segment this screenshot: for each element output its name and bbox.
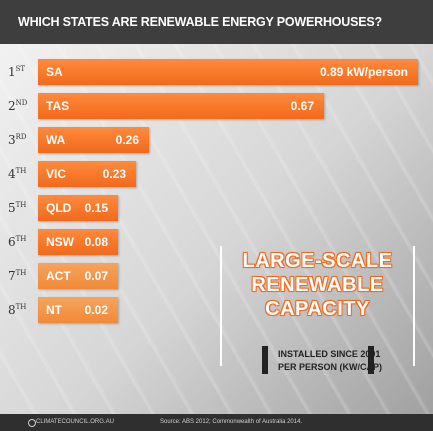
- bar-nsw: NSW 0.08: [38, 229, 118, 255]
- rank-label: 2ND: [8, 99, 28, 113]
- bar-act: ACT 0.07: [38, 263, 118, 289]
- rank-label: 5TH: [8, 201, 27, 215]
- bar-value-label: 0.15: [84, 201, 108, 215]
- callout-left-rule: [220, 246, 222, 366]
- footer-site: CLIMATECOUNCIL.ORG.AU: [36, 419, 114, 425]
- rank-label: 4TH: [8, 167, 27, 181]
- bar-tas: TAS 0.67: [38, 93, 324, 119]
- bar-value-label: 0.67: [290, 99, 314, 113]
- chart-title: WHICH STATES ARE RENEWABLE ENERGY POWERH…: [18, 15, 382, 29]
- bar-sa: SA 0.89 kW/person: [38, 59, 418, 85]
- callout-sub-2: PER PERSON (KW/CAP): [278, 362, 383, 372]
- bar-state-label: TAS: [46, 99, 70, 113]
- rank-label: 6TH: [8, 235, 27, 249]
- callout: LARGE-SCALE RENEWABLE CAPACITY INSTALLED…: [220, 246, 415, 396]
- callout-right-rule: [413, 246, 415, 366]
- bar-wa: WA 0.26: [38, 127, 149, 153]
- bar-value-label: 0.23: [102, 167, 126, 181]
- callout-bracket-right: [368, 346, 374, 374]
- rank-label: 8TH: [8, 303, 27, 317]
- callout-line-3: CAPACITY: [265, 298, 370, 320]
- bar-value-label: 0.02: [84, 303, 108, 317]
- callout-line-2: RENEWABLE: [251, 274, 384, 296]
- bar-nt: NT 0.02: [38, 297, 118, 323]
- bar-state-label: NSW: [46, 235, 74, 249]
- bar-state-label: WA: [46, 133, 66, 147]
- bar-value-label: 0.07: [84, 269, 108, 283]
- bar-state-label: VIC: [46, 167, 67, 181]
- callout-bracket-left: [262, 346, 268, 374]
- bar-value-label: 0.89 kW/person: [319, 65, 408, 79]
- bar-vic: VIC 0.23: [38, 161, 136, 187]
- climate-council-logo-icon: [28, 419, 36, 427]
- rank-label: 3RD: [8, 133, 27, 147]
- bar-state-label: NT: [46, 303, 62, 317]
- bar-qld: QLD 0.15: [38, 195, 118, 221]
- rank-label: 7TH: [8, 269, 27, 283]
- bar-state-label: ACT: [46, 269, 71, 283]
- header-bar: WHICH STATES ARE RENEWABLE ENERGY POWERH…: [0, 0, 433, 44]
- bar-value-label: 0.08: [84, 235, 108, 249]
- callout-line-1: LARGE-SCALE: [242, 250, 393, 272]
- footer-source: Source: ABS 2012; Commonwealth of Austra…: [160, 419, 303, 425]
- bar-state-label: QLD: [46, 201, 72, 215]
- bar-value-label: 0.26: [115, 133, 139, 147]
- footer-bar: CLIMATECOUNCIL.ORG.AU Source: ABS 2012; …: [0, 414, 433, 431]
- callout-sub-1: INSTALLED SINCE 2001: [278, 349, 381, 359]
- rank-label: 1ST: [8, 65, 26, 79]
- bar-state-label: SA: [46, 65, 63, 79]
